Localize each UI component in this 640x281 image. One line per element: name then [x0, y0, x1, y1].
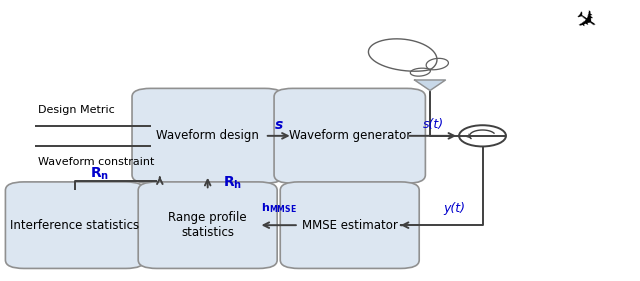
FancyBboxPatch shape [274, 89, 426, 183]
Text: y(t): y(t) [443, 202, 465, 215]
Text: MMSE estimator: MMSE estimator [302, 219, 397, 232]
Text: s: s [275, 118, 283, 132]
Text: Waveform design: Waveform design [156, 129, 259, 142]
Text: ✈: ✈ [568, 4, 601, 38]
FancyBboxPatch shape [132, 89, 284, 183]
FancyBboxPatch shape [138, 182, 277, 268]
Text: Waveform constraint: Waveform constraint [38, 157, 154, 167]
Text: $\mathbf{R_n}$: $\mathbf{R_n}$ [90, 165, 109, 182]
Text: s(t): s(t) [422, 118, 444, 131]
Text: Design Metric: Design Metric [38, 105, 115, 115]
FancyBboxPatch shape [280, 182, 419, 268]
FancyBboxPatch shape [5, 182, 145, 268]
Text: Interference statistics: Interference statistics [10, 219, 140, 232]
Polygon shape [415, 80, 445, 90]
Text: $\mathbf{h}_{\mathbf{MMSE}}$: $\mathbf{h}_{\mathbf{MMSE}}$ [260, 201, 296, 215]
Text: Waveform generator: Waveform generator [289, 129, 411, 142]
Text: $\mathbf{R_h}$: $\mathbf{R_h}$ [223, 175, 242, 191]
Text: Range profile
statistics: Range profile statistics [168, 211, 247, 239]
